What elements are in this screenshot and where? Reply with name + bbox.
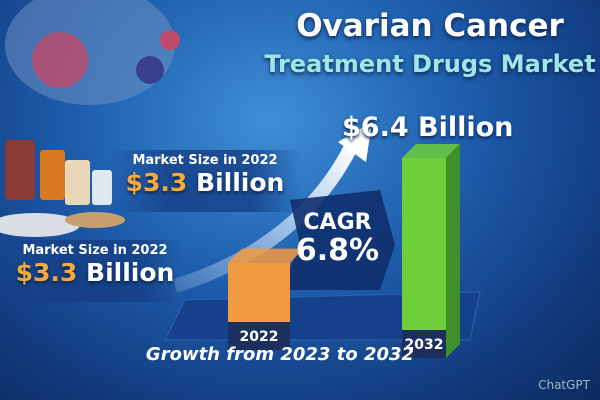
cagr-label: CAGR xyxy=(303,210,372,235)
growth-arrow xyxy=(172,141,359,293)
bar-2022 xyxy=(228,262,290,322)
bar-top-2022 xyxy=(228,248,304,263)
page-title: Ovarian Cancer xyxy=(296,8,564,44)
bar-top-2032 xyxy=(402,144,460,158)
cagr-banner xyxy=(280,190,395,290)
bar-base-2032 xyxy=(402,330,446,358)
bar-side-2032 xyxy=(446,144,460,358)
callout-value: $3.3 Billion xyxy=(125,168,285,197)
callout-1: Market Size in 2022 $3.3 Billion xyxy=(110,150,300,212)
footer-caption: Growth from 2023 to 2032 xyxy=(145,344,415,365)
arrow-head xyxy=(338,122,372,162)
callout-label: Market Size in 2022 xyxy=(22,243,168,258)
pill-bottles-illustration xyxy=(0,140,125,237)
top-value-label: $6.4 Billion xyxy=(342,112,514,143)
tick-label-2032: 2032 xyxy=(405,337,444,353)
callout-label: Market Size in 2022 xyxy=(132,153,278,168)
bar-base-2022 xyxy=(228,322,290,350)
cagr-value: 6.8% xyxy=(295,233,380,268)
watermark: ChatGPT xyxy=(538,378,590,392)
cell-illustration xyxy=(5,0,180,105)
tick-label-2022: 2022 xyxy=(240,329,279,345)
page-subtitle: Treatment Drugs Market xyxy=(264,50,596,78)
bar-2032 xyxy=(402,158,446,330)
callout-2: Market Size in 2022 $3.3 Billion xyxy=(10,240,180,302)
cagr-box: CAGR 6.8% xyxy=(290,210,385,267)
callout-value: $3.3 Billion xyxy=(15,258,175,287)
